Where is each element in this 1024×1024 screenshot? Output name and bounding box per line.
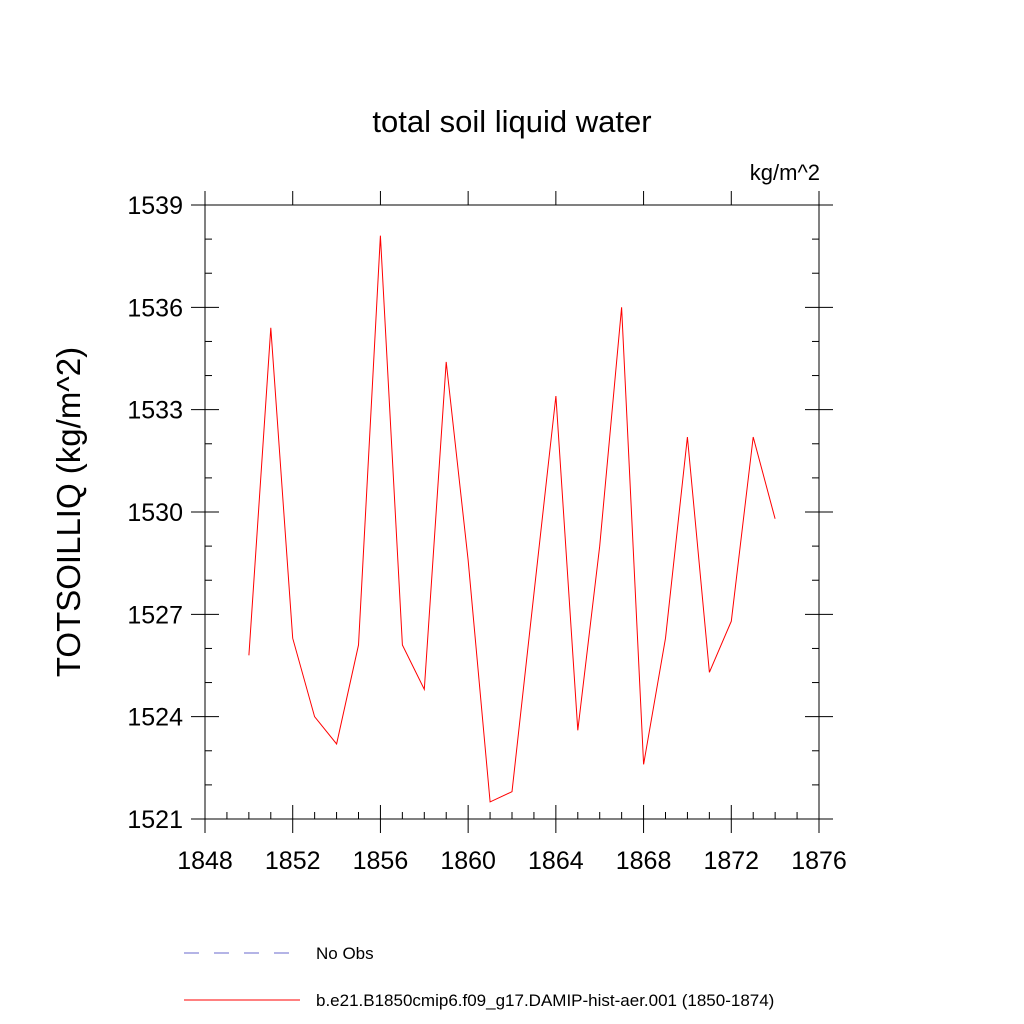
- x-tick-label: 1864: [528, 847, 584, 875]
- series-line: [248, 235, 776, 803]
- chart-title: total soil liquid water: [372, 104, 651, 139]
- y-tick-label: 1521: [127, 806, 183, 834]
- x-tick-label: 1860: [440, 847, 496, 875]
- legend-label: b.e21.B1850cmip6.f09_g17.DAMIP-hist-aer.…: [316, 991, 774, 1010]
- y-tick-label: 1527: [127, 601, 183, 629]
- y-axis-label: TOTSOILLIQ (kg/m^2): [50, 347, 87, 677]
- x-tick-label: 1856: [353, 847, 409, 875]
- x-tick-label: 1848: [177, 847, 233, 875]
- x-tick-label: 1852: [265, 847, 321, 875]
- y-tick-label: 1533: [127, 397, 183, 425]
- y-tick-label: 1539: [127, 192, 183, 220]
- plot-frame: [204, 204, 820, 820]
- x-tick-label: 1872: [703, 847, 759, 875]
- legend-label: No Obs: [316, 944, 374, 963]
- x-tick-label: 1876: [791, 847, 847, 875]
- x-tick-label: 1868: [616, 847, 672, 875]
- units-label: kg/m^2: [750, 160, 820, 185]
- y-tick-label: 1530: [127, 499, 183, 527]
- y-tick-label: 1536: [127, 294, 183, 322]
- y-tick-label: 1524: [127, 704, 183, 732]
